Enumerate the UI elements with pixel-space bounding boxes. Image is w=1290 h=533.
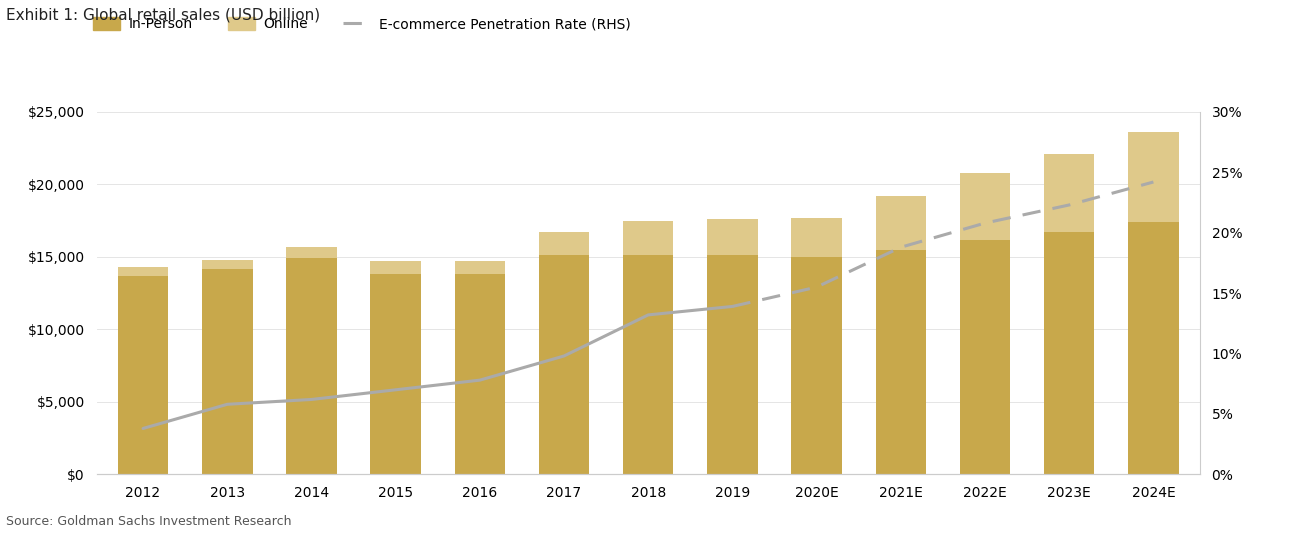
Bar bbox=[286, 259, 337, 474]
Bar bbox=[791, 257, 842, 474]
Bar bbox=[370, 274, 421, 474]
Bar bbox=[1129, 132, 1179, 222]
Bar bbox=[1129, 222, 1179, 474]
Bar bbox=[370, 261, 421, 274]
Bar bbox=[117, 267, 168, 276]
Bar bbox=[960, 239, 1010, 474]
Bar bbox=[1044, 232, 1094, 474]
Bar bbox=[876, 196, 926, 249]
Bar bbox=[454, 261, 506, 274]
Bar bbox=[454, 274, 506, 474]
Text: Exhibit 1: Global retail sales (USD billion): Exhibit 1: Global retail sales (USD bill… bbox=[6, 8, 321, 23]
Text: Source: Goldman Sachs Investment Research: Source: Goldman Sachs Investment Researc… bbox=[6, 515, 292, 528]
Bar bbox=[960, 173, 1010, 239]
Bar bbox=[707, 219, 757, 255]
Bar bbox=[117, 276, 168, 474]
Bar bbox=[539, 255, 590, 474]
Bar bbox=[707, 255, 757, 474]
Bar bbox=[203, 269, 253, 474]
Bar bbox=[539, 232, 590, 255]
Bar bbox=[203, 260, 253, 269]
Bar bbox=[286, 247, 337, 259]
Bar bbox=[623, 221, 673, 255]
Bar bbox=[623, 255, 673, 474]
Bar bbox=[876, 249, 926, 474]
Legend: In-Person, Online, E-commerce Penetration Rate (RHS): In-Person, Online, E-commerce Penetratio… bbox=[93, 18, 631, 31]
Bar bbox=[1044, 154, 1094, 232]
Bar bbox=[791, 218, 842, 257]
